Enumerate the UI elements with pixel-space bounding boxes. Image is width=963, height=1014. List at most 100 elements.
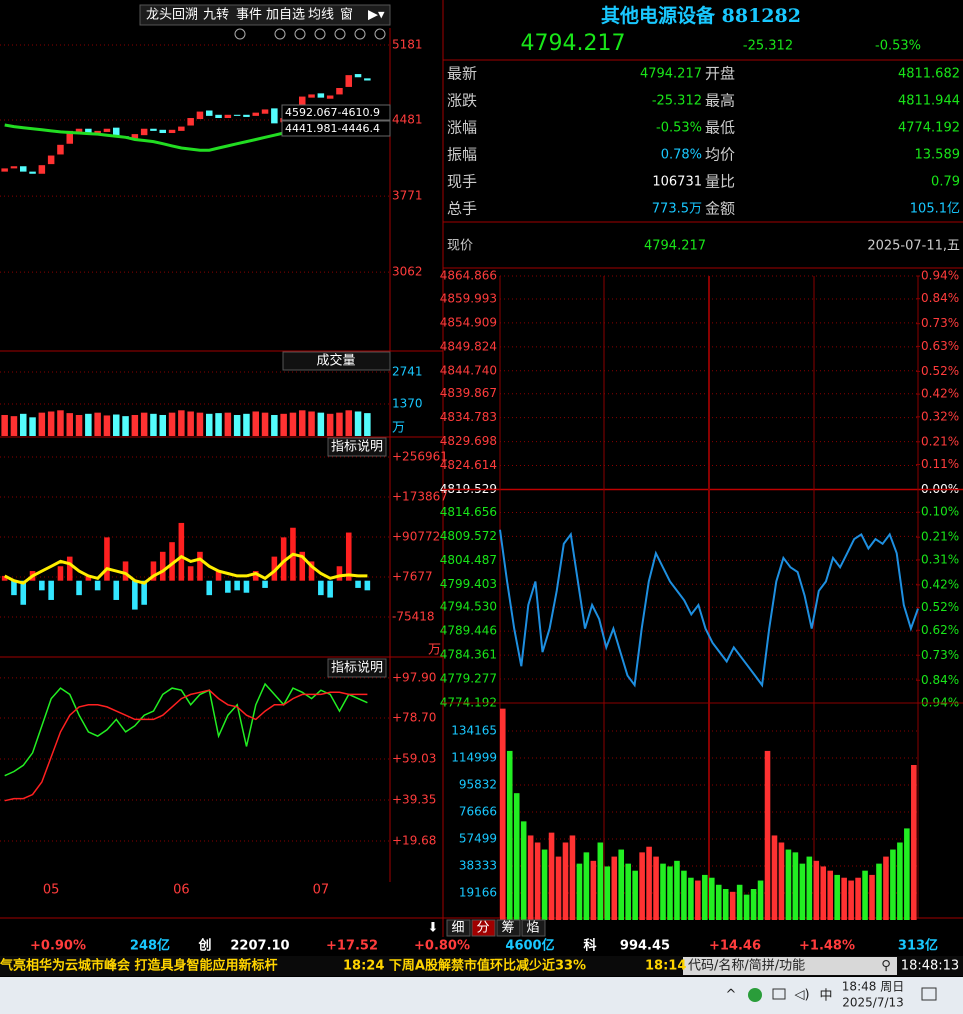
y2-tick-label: 0.31% xyxy=(921,552,959,566)
volume-bar xyxy=(94,412,101,436)
intraday-volume xyxy=(527,835,534,920)
intraday-volume xyxy=(799,863,806,920)
indicator-bar xyxy=(76,580,82,596)
intraday-volume xyxy=(646,846,652,920)
annotation-box xyxy=(281,104,391,121)
y-tick-label: +173867 xyxy=(392,489,448,503)
y-tick-label: 3062 xyxy=(392,265,423,279)
intraday-volume xyxy=(883,856,889,920)
y2-tick-label: 0.32% xyxy=(921,409,959,423)
volume-bar xyxy=(271,414,278,436)
candle xyxy=(57,144,64,155)
tab[interactable] xyxy=(496,919,521,937)
icon[interactable] xyxy=(274,28,286,40)
toolbar-icon[interactable]: ▶▾ xyxy=(368,8,385,23)
tray-arrow[interactable]: ^ xyxy=(726,988,737,1003)
tray-icon[interactable] xyxy=(748,988,762,1002)
notification[interactable] xyxy=(921,987,937,1001)
indicator-bar xyxy=(150,561,157,581)
tab[interactable] xyxy=(521,919,546,937)
indicator-bar xyxy=(141,580,147,605)
indicator-bar xyxy=(345,532,352,581)
search-placeholder[interactable]: 代码/名称/简拼/功能 xyxy=(688,958,805,974)
tab[interactable] xyxy=(471,919,496,937)
tray-icon[interactable] xyxy=(772,988,786,1000)
ime[interactable]: 中 xyxy=(819,989,832,1004)
intraday-volume xyxy=(778,842,785,920)
candle xyxy=(85,128,92,135)
indicator-bar xyxy=(252,571,259,581)
icon[interactable] xyxy=(314,28,326,40)
intraday-volume xyxy=(500,708,506,920)
change-pct: -0.53% xyxy=(875,39,921,54)
y-tick-label: 4799.403 xyxy=(440,577,497,591)
intraday-volume xyxy=(653,856,659,920)
download-icon[interactable]: ⬇ xyxy=(428,921,439,936)
icon[interactable] xyxy=(294,28,306,40)
unit: 万 xyxy=(392,421,405,436)
tab[interactable] xyxy=(446,919,471,937)
tab-label[interactable]: 分 xyxy=(476,921,489,936)
tray-volume[interactable]: ◁) xyxy=(794,988,809,1003)
volume-bar xyxy=(168,412,176,436)
toolbar-button[interactable]: 加自选 xyxy=(266,8,305,23)
volume-bar xyxy=(85,413,92,436)
y-tick-label: 4809.572 xyxy=(440,529,497,543)
x-tick-label: 07 xyxy=(313,883,330,898)
clock: 18:48:13 xyxy=(901,959,959,974)
intraday-volume xyxy=(715,884,722,920)
intraday-volume xyxy=(806,856,813,920)
volume-bar xyxy=(215,413,222,436)
tab-label[interactable]: 细 xyxy=(451,921,464,936)
icon[interactable] xyxy=(334,28,346,40)
icon[interactable] xyxy=(374,28,386,40)
toolbar-button[interactable]: 九转 xyxy=(203,8,229,23)
intraday-volume xyxy=(771,835,778,920)
y-tick-label: 4844.740 xyxy=(440,363,497,377)
quote-label: 涨幅 xyxy=(447,119,477,137)
intraday-volume xyxy=(743,894,750,920)
volume-bar xyxy=(308,411,315,436)
bottom-bars: 代码/名称/简拼/功能 ⚲ 18:48:13 ^ ◁) 中 18:48 周日 2… xyxy=(0,919,963,1014)
intraday-volume xyxy=(569,835,576,920)
volume-bar xyxy=(38,412,46,436)
toolbar-button[interactable]: 窗 xyxy=(340,7,353,23)
status-item: +0.90% xyxy=(30,939,86,954)
y-tick-label: +256961 xyxy=(392,449,448,463)
icon[interactable] xyxy=(234,28,246,40)
y-tick-label: 4829.698 xyxy=(440,434,497,448)
toolbar-button[interactable]: 事件 xyxy=(236,8,262,23)
intraday-volume xyxy=(904,828,910,920)
search-box[interactable] xyxy=(683,957,897,975)
panel-title: 指标说明 xyxy=(331,440,383,455)
y2-tick-label: 0.63% xyxy=(921,339,959,353)
indicator-bar xyxy=(243,580,250,593)
indicator-bar xyxy=(308,561,315,581)
volume-bar xyxy=(317,412,325,436)
tab-label[interactable]: 筹 xyxy=(501,920,514,936)
status-item: 4600亿 xyxy=(505,938,554,954)
volume-bar xyxy=(354,411,362,436)
panel-header xyxy=(282,351,391,371)
x-tick-label: 06 xyxy=(173,883,190,898)
search-icon[interactable]: ⚲ xyxy=(881,959,891,974)
tab-label[interactable]: 焰 xyxy=(526,921,539,936)
volume-bar xyxy=(10,416,18,436)
y2-tick-label: 0.73% xyxy=(921,316,959,330)
quote-label: 涨跌 xyxy=(447,92,477,110)
toolbar-button[interactable]: 龙头回溯 xyxy=(146,7,198,23)
indicator-bar xyxy=(364,580,371,591)
toolbar-button[interactable]: 均线 xyxy=(308,8,334,23)
icon[interactable] xyxy=(354,28,366,40)
intraday-volume xyxy=(722,889,729,920)
intraday-volume xyxy=(862,870,868,920)
intraday-volume xyxy=(513,793,520,920)
volume-bar xyxy=(159,414,167,436)
y2-tick-label: 0.94% xyxy=(921,269,959,283)
intraday-volume xyxy=(736,884,743,920)
quote-value: 4794.217 xyxy=(640,67,702,82)
indicator-bar xyxy=(48,580,54,600)
indicator-bar xyxy=(327,580,333,598)
volume-bar xyxy=(298,410,306,436)
